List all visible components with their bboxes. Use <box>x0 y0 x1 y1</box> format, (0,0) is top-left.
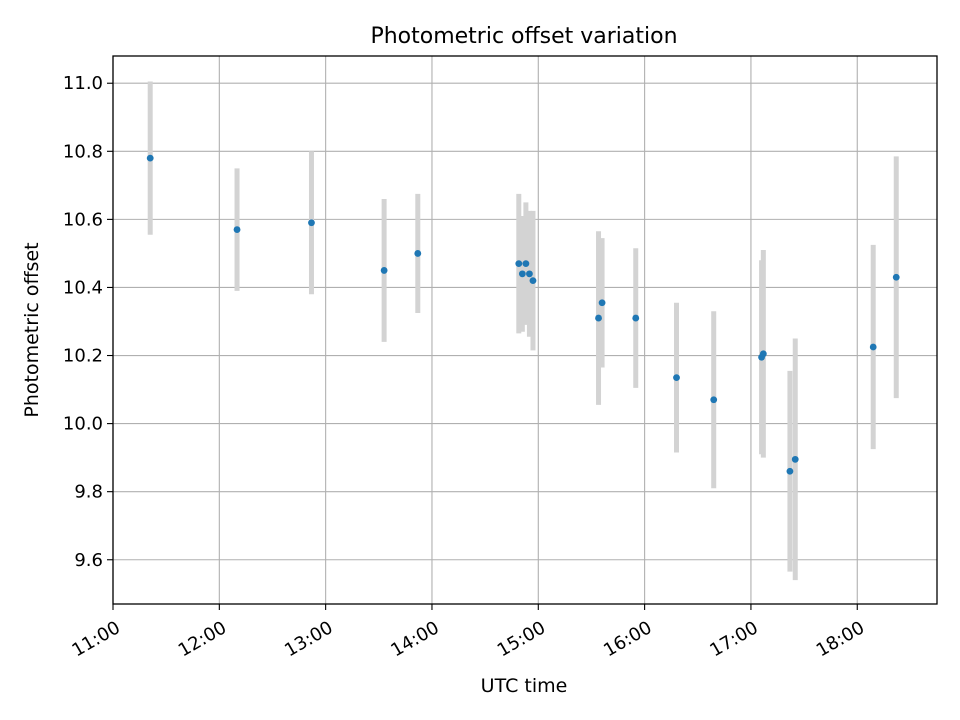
x-tick-label: 13:00 <box>281 617 336 661</box>
data-point <box>791 455 799 463</box>
y-tick-label: 10.8 <box>63 141 103 162</box>
data-points <box>146 154 900 475</box>
data-point <box>526 270 533 278</box>
y-tick-label: 10.6 <box>63 209 103 230</box>
data-point <box>522 260 530 268</box>
y-tick-label: 10.0 <box>63 414 103 435</box>
plot-frame <box>112 55 938 605</box>
y-tick-label: 10.4 <box>63 277 103 298</box>
data-point <box>869 343 877 351</box>
data-point <box>380 267 388 274</box>
data-point <box>515 260 523 268</box>
data-point <box>632 314 640 322</box>
x-tick-label: 12:00 <box>175 617 230 661</box>
data-point <box>892 273 900 281</box>
data-point <box>786 467 794 475</box>
x-tick-label: 18:00 <box>813 617 868 661</box>
data-point <box>414 250 422 257</box>
error-bars <box>147 81 899 581</box>
x-tick-label: 11:00 <box>68 617 123 661</box>
data-point <box>598 299 606 307</box>
data-point <box>146 154 154 162</box>
data-point <box>518 270 526 278</box>
data-point <box>673 374 680 382</box>
data-point <box>759 350 767 358</box>
data-point <box>233 226 241 233</box>
y-axis-ticks: 9.6 9.8 10.0 10.2 10.4 10.6 10.8 11.0 <box>63 73 113 571</box>
x-axis-ticks: 11:00 12:00 13:00 14:00 15:00 16:00 17:00 18:00 <box>68 604 868 661</box>
x-tick-label: 15:00 <box>494 617 549 661</box>
y-tick-label: 9.6 <box>74 550 103 571</box>
data-point <box>308 219 315 227</box>
y-tick-label: 9.8 <box>74 482 103 503</box>
data-point <box>710 396 718 404</box>
y-tick-label: 11.0 <box>63 73 103 94</box>
x-tick-label: 14:00 <box>387 617 442 661</box>
data-point <box>529 277 537 285</box>
grid <box>112 56 937 604</box>
y-axis-label: Photometric offset <box>21 242 43 417</box>
x-tick-label: 17:00 <box>706 617 761 661</box>
x-axis-label: UTC time <box>481 675 568 697</box>
y-tick-label: 10.2 <box>63 346 103 367</box>
chart-title: Photometric offset variation <box>370 24 677 49</box>
x-tick-label: 16:00 <box>600 617 655 661</box>
data-point <box>595 314 602 322</box>
